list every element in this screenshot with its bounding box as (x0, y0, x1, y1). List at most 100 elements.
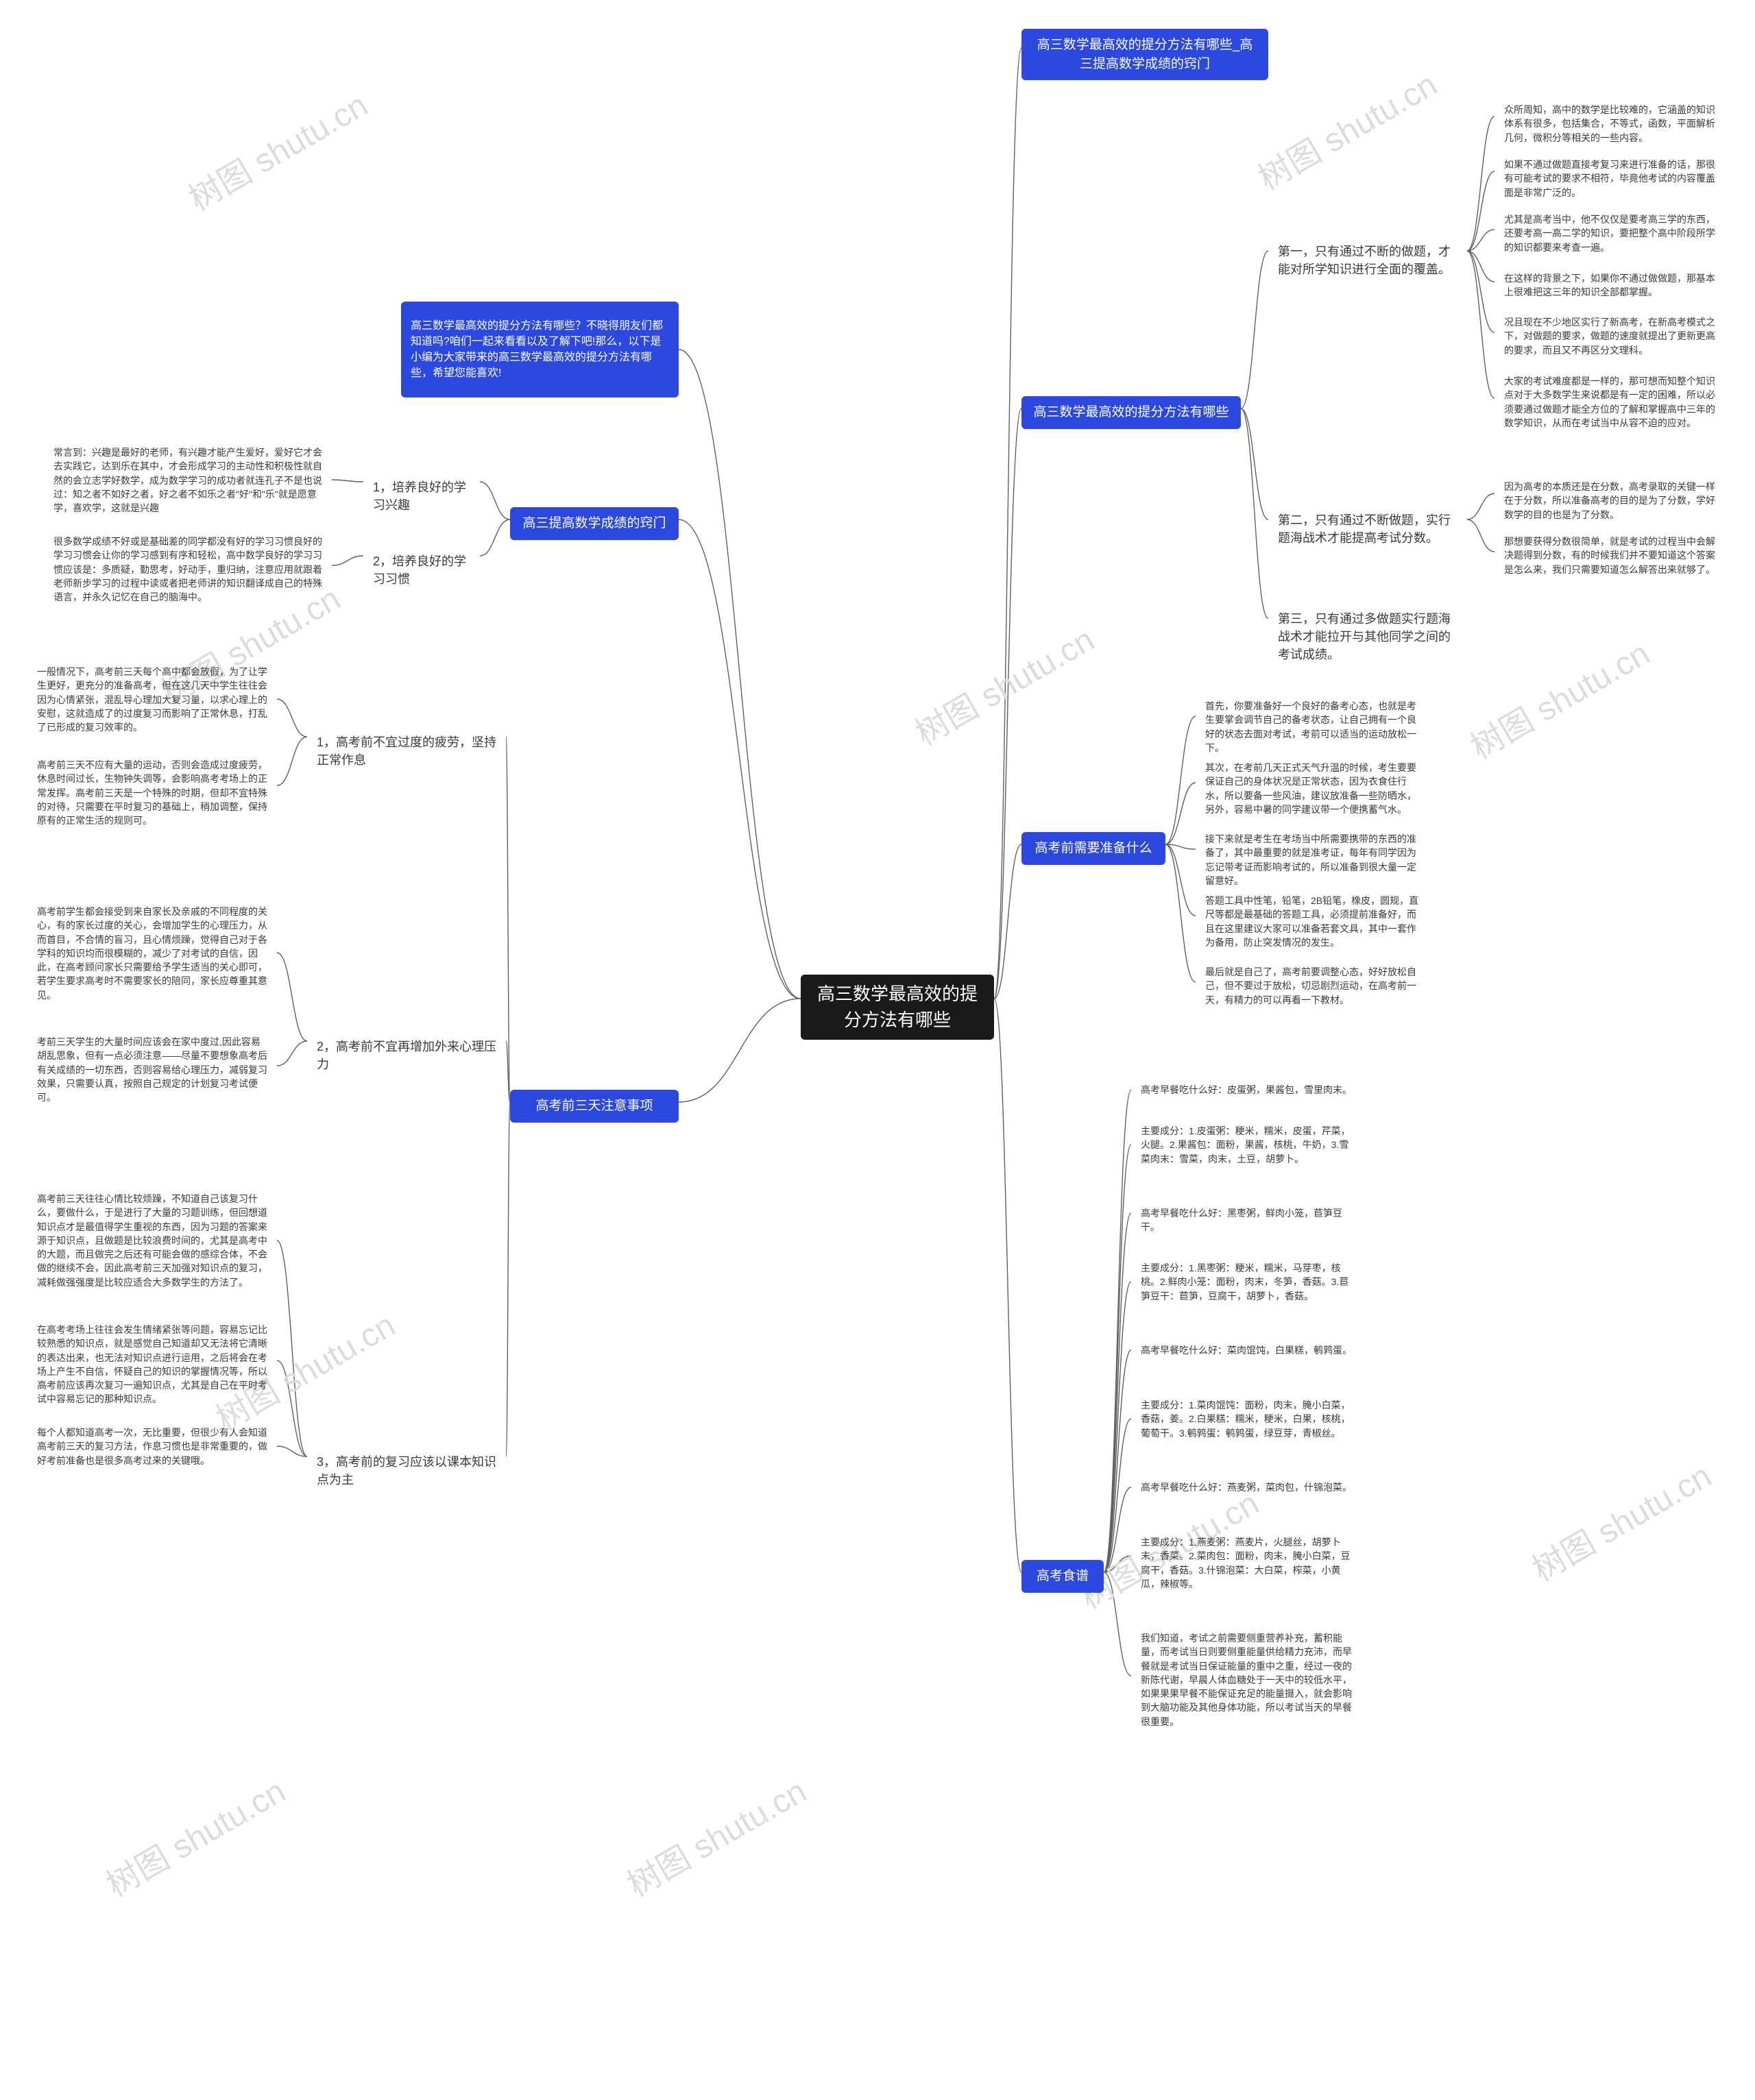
leaf-b2c2l1: 高考前学生都会接受到来自家长及亲戚的不同程度的关心，有的家长过度的关心，会增加学… (27, 898, 277, 1009)
child-b6c4-text: 主要成分：1.黑枣粥：粳米，糯米，马芽枣，核桃。2.鲜肉小笼：面粉，肉末，冬笋，… (1141, 1261, 1355, 1303)
leaf-b2c3l2: 在高考考场上往往会发生情绪紧张等问题，容易忘记比较熟悉的知识点，就是感觉自己知道… (27, 1316, 277, 1413)
child-b4c3-text: 第三，只有通过多做题实行题海战术才能拉开与其他同学之间的考试成绩。 (1278, 610, 1457, 663)
child-b5c4-text: 答题工具中性笔，铅笔，2B铅笔，橡皮，圆规，直尺等都是最基础的答题工具，必须提前… (1205, 894, 1419, 949)
leaf-b4c2l2-text: 那想要获得分数很简单，就是考试的过程当中会解决题得到分数，有的时候我们并不要知道… (1504, 535, 1718, 576)
branch-b1: 高三提高数学成绩的窍门 (510, 507, 679, 540)
leaf-b2c2l1-text: 高考前学生都会接受到来自家长及亲戚的不同程度的关心，有的家长过度的关心，会增加学… (37, 905, 267, 1002)
branch-b4-text: 高三数学最高效的提分方法有哪些 (1031, 403, 1231, 422)
watermark: 树图 shutu.cn (96, 1765, 293, 1906)
child-b2c1-text: 1，高考前不宜过度的疲劳，坚持正常作息 (317, 733, 496, 769)
child-b6c9: 我们知道，考试之前需要侧重营养补充，蓄积能量，而考试当日则要侧重能量供给精力充沛… (1131, 1624, 1364, 1735)
branch-b2: 高考前三天注意事项 (510, 1090, 679, 1123)
leaf-b2c2l2-text: 考前三天学生的大量时间应该会在家中度过,因此容易胡乱思象，但有一点必须注意——尽… (37, 1035, 267, 1104)
child-b5c5: 最后就是自己了，高考前要调整心态，好好放松自己，但不要过于放松，切忌剧烈运动，在… (1196, 958, 1429, 1014)
leaf-b4c1l3-text: 尤其是高考当中，他不仅仅是要考高三学的东西，还要考高一高二学的知识，要把整个高中… (1504, 212, 1718, 254)
root-node: 高三数学最高效的提分方法有哪些 (801, 975, 994, 1040)
leaf-b4c1l3: 尤其是高考当中，他不仅仅是要考高三学的东西，还要考高一高二学的知识，要把整个高中… (1494, 206, 1728, 261)
child-b6c6: 主要成分：1.菜肉馄饨：面粉，肉末，腌小白菜，香菇，姜。2.白果糕：糯米，粳米，… (1131, 1391, 1364, 1447)
leaf-b4c2l1: 因为高考的本质还是在分数，高考录取的关键一样在于分数，所以准备高考的目的是为了分… (1494, 473, 1728, 528)
leaf-b2c2l2: 考前三天学生的大量时间应该会在家中度过,因此容易胡乱思象，但有一点必须注意——尽… (27, 1028, 277, 1111)
child-b2c2: 2，高考前不宜再增加外来心理压力 (307, 1031, 506, 1080)
child-b5c4: 答题工具中性笔，铅笔，2B铅笔，橡皮，圆规，直尺等都是最基础的答题工具，必须提前… (1196, 887, 1429, 956)
child-b6c5-text: 高考早餐吃什么好：菜肉馄饨，白果糕，鹌鹑蛋。 (1141, 1343, 1355, 1357)
leaf-b2c3l1: 高考前三天往往心情比较烦躁，不知道自己该复习什么，要做什么，于是进行了大量的习题… (27, 1179, 277, 1302)
child-b6c3-text: 高考早餐吃什么好：黑枣粥，鲜肉小笼，苣笋豆干。 (1141, 1206, 1355, 1234)
child-b6c7: 高考早餐吃什么好：燕麦粥，菜肉包，什锦泡菜。 (1131, 1474, 1364, 1501)
leaf-b2c1l1: 一般情况下，高考前三天每个高中都会放假，为了让学生更好，更充分的准备高考，但在这… (27, 658, 277, 741)
leaf-b1c2l1: 很多数学成绩不好或是基础差的同学都没有好的学习习惯良好的学习习惯会让你的学习感到… (44, 528, 332, 611)
child-b5c1-text: 首先，你要准备好一个良好的备考心态，也就是考生要掌会调节自己的备考状态，让自己拥… (1205, 699, 1419, 755)
child-b6c5: 高考早餐吃什么好：菜肉馄饨，白果糕，鹌鹑蛋。 (1131, 1336, 1364, 1364)
leaf-b2c3l3-text: 每个人都知道高考一次，无比重要，但很少有人会知道高考前三天的复习方法，作息习惯也… (37, 1426, 267, 1467)
leaf-b4c1l5-text: 况且现在不少地区实行了新高考，在新高考模式之下，对做题的要求，做题的速度就提出了… (1504, 315, 1718, 357)
leaf-b2c3l1-text: 高考前三天往往心情比较烦躁，不知道自己该复习什么，要做什么，于是进行了大量的习题… (37, 1192, 267, 1289)
child-b6c8-text: 主要成分：1.燕麦粥：燕麦片，火腿丝，胡萝卜末，香菜。2.菜肉包：面粉，肉末，腌… (1141, 1535, 1355, 1591)
child-b6c2: 主要成分：1.皮蛋粥：粳米，糯米，皮蛋，芹菜，火腿。2.果酱包：面粉，果酱，核桃… (1131, 1117, 1364, 1173)
child-b6c2-text: 主要成分：1.皮蛋粥：粳米，糯米，皮蛋，芹菜，火腿。2.果酱包：面粉，果酱，核桃… (1141, 1124, 1355, 1166)
child-b5c5-text: 最后就是自己了，高考前要调整心态，好好放松自己，但不要过于放松，切忌剧烈运动，在… (1205, 965, 1419, 1007)
child-b2c2-text: 2，高考前不宜再增加外来心理压力 (317, 1038, 496, 1073)
child-b5c2: 其次，在考前几天正式天气升温的时候，考生要要保证自己的身体状况是正常状态，因为衣… (1196, 754, 1429, 823)
leaf-b4c2l1-text: 因为高考的本质还是在分数，高考录取的关键一样在于分数，所以准备高考的目的是为了分… (1504, 480, 1718, 522)
child-b4c3: 第三，只有通过多做题实行题海战术才能拉开与其他同学之间的考试成绩。 (1268, 603, 1467, 670)
leaf-b4c1l6: 大家的考试难度都是一样的，那可想而知整个知识点对于大多数学生来说都是有一定的困难… (1494, 367, 1728, 437)
child-b2c3-text: 3，高考前的复习应该以课本知识点为主 (317, 1453, 496, 1489)
child-b2c1: 1，高考前不宜过度的疲劳，坚持正常作息 (307, 727, 506, 776)
child-b5c3-text: 接下来就是考生在考场当中所需要携带的东西的准备了，其中最重要的就是准考证，每年有… (1205, 832, 1419, 888)
leaf-b4c1l6-text: 大家的考试难度都是一样的，那可想而知整个知识点对于大多数学生来说都是有一定的困难… (1504, 374, 1718, 430)
branch-b2-text: 高考前三天注意事项 (520, 1097, 669, 1116)
child-b6c1-text: 高考早餐吃什么好：皮蛋粥，果酱包，雪里肉末。 (1141, 1083, 1355, 1097)
branch-b6: 高考食谱 (1021, 1560, 1104, 1593)
child-b2c3: 3，高考前的复习应该以课本知识点为主 (307, 1446, 506, 1495)
branch-b3-text: 高三数学最高效的提分方法有哪些_高三提高数学成绩的窍门 (1031, 36, 1259, 73)
child-b4c1: 第一，只有通过不断的做题，才能对所学知识进行全面的覆盖。 (1268, 236, 1467, 285)
child-b5c2-text: 其次，在考前几天正式天气升温的时候，考生要要保证自己的身体状况是正常状态，因为衣… (1205, 761, 1419, 816)
child-b6c4: 主要成分：1.黑枣粥：粳米，糯米，马芽枣，核桃。2.鲜肉小笼：面粉，肉末，冬笋，… (1131, 1254, 1364, 1310)
leaf-b2c3l3: 每个人都知道高考一次，无比重要，但很少有人会知道高考前三天的复习方法，作息习惯也… (27, 1419, 277, 1474)
child-b1c1: 1，培养良好的学习兴趣 (363, 472, 480, 521)
leaf-b2c1l2-text: 高考前三天不应有大量的运动，否则会造成过度疲劳，休息时间过长，生物钟失调等，会影… (37, 758, 267, 827)
watermark: 树图 shutu.cn (617, 1765, 814, 1906)
watermark: 树图 shutu.cn (1460, 627, 1657, 768)
child-b4c2: 第二，只有通过不断做题，实行题海战术才能提高考试分数。 (1268, 504, 1467, 554)
branch-b3: 高三数学最高效的提分方法有哪些_高三提高数学成绩的窍门 (1021, 29, 1268, 80)
child-b1c2: 2，培养良好的学习习惯 (363, 546, 480, 595)
child-b6c6-text: 主要成分：1.菜肉馄饨：面粉，肉末，腌小白菜，香菇，姜。2.白果糕：糯米，粳米，… (1141, 1398, 1355, 1440)
leaf-b1c1l1-text: 常言到：兴趣是最好的老师，有兴趣才能产生爱好，爱好它才会去实践它，达到乐在其中，… (53, 445, 322, 515)
leaf-b4c1l1: 众所周知，高中的数学是比较难的，它涵盖的知识体系有很多，包括集合，不等式，函数，… (1494, 96, 1728, 151)
intro-box: 高三数学最高效的提分方法有哪些？不晓得朋友们都知道吗?咱们一起来看看以及了解下吧… (401, 302, 679, 398)
leaf-b4c2l2: 那想要获得分数很简单，就是考试的过程当中会解决题得到分数，有的时候我们并不要知道… (1494, 528, 1728, 583)
child-b4c1-text: 第一，只有通过不断的做题，才能对所学知识进行全面的覆盖。 (1278, 243, 1457, 278)
branch-b1-text: 高三提高数学成绩的窍门 (520, 514, 669, 533)
child-b5c1: 首先，你要准备好一个良好的备考心态，也就是考生要掌会调节自己的备考状态，让自己拥… (1196, 692, 1429, 761)
leaf-b2c1l1-text: 一般情况下，高考前三天每个高中都会放假，为了让学生更好，更充分的准备高考，但在这… (37, 665, 267, 734)
child-b6c7-text: 高考早餐吃什么好：燕麦粥，菜肉包，什锦泡菜。 (1141, 1480, 1355, 1494)
watermark: 树图 shutu.cn (178, 79, 375, 220)
branch-b5-text: 高考前需要准备什么 (1031, 839, 1156, 858)
child-b6c8: 主要成分：1.燕麦粥：燕麦片，火腿丝，胡萝卜末，香菜。2.菜肉包：面粉，肉末，腌… (1131, 1528, 1364, 1598)
leaf-b4c1l4-text: 在这样的背景之下，如果你不通过做做题，那基本上很难把这三年的知识全部都掌握。 (1504, 271, 1718, 300)
branch-b5: 高考前需要准备什么 (1021, 832, 1165, 865)
branch-b6-text: 高考食谱 (1031, 1567, 1094, 1586)
child-b1c2-text: 2，培养良好的学习习惯 (373, 552, 470, 588)
watermark: 树图 shutu.cn (1248, 58, 1444, 199)
child-b6c3: 高考早餐吃什么好：黑枣粥，鲜肉小笼，苣笋豆干。 (1131, 1199, 1364, 1241)
leaf-b2c3l2-text: 在高考考场上往往会发生情绪紧张等问题，容易忘记比较熟悉的知识点，就是感觉自己知道… (37, 1323, 267, 1406)
leaf-b4c1l2: 如果不通过做题直接考复习来进行准备的话，那很有可能考试的要求不相符，毕竟他考试的… (1494, 151, 1728, 206)
root-node-text: 高三数学最高效的提分方法有哪些 (810, 981, 984, 1033)
leaf-b2c1l2: 高考前三天不应有大量的运动，否则会造成过度疲劳，休息时间过长，生物钟失调等，会影… (27, 751, 277, 834)
child-b6c9-text: 我们知道，考试之前需要侧重营养补充，蓄积能量，而考试当日则要侧重能量供给精力充沛… (1141, 1631, 1355, 1729)
leaf-b4c1l2-text: 如果不通过做题直接考复习来进行准备的话，那很有可能考试的要求不相符，毕竟他考试的… (1504, 158, 1718, 199)
leaf-b1c2l1-text: 很多数学成绩不好或是基础差的同学都没有好的学习习惯良好的学习习惯会让你的学习感到… (53, 535, 322, 604)
child-b6c1: 高考早餐吃什么好：皮蛋粥，果酱包，雪里肉末。 (1131, 1076, 1364, 1103)
leaf-b4c1l4: 在这样的背景之下，如果你不通过做做题，那基本上很难把这三年的知识全部都掌握。 (1494, 265, 1728, 306)
leaf-b4c1l1-text: 众所周知，高中的数学是比较难的，它涵盖的知识体系有很多，包括集合，不等式，函数，… (1504, 103, 1718, 145)
leaf-b4c1l5: 况且现在不少地区实行了新高考，在新高考模式之下，对做题的要求，做题的速度就提出了… (1494, 308, 1728, 364)
watermark: 树图 shutu.cn (905, 613, 1102, 755)
leaf-b1c1l1: 常言到：兴趣是最好的老师，有兴趣才能产生爱好，爱好它才会去实践它，达到乐在其中，… (44, 439, 332, 522)
child-b4c2-text: 第二，只有通过不断做题，实行题海战术才能提高考试分数。 (1278, 511, 1457, 547)
child-b1c1-text: 1，培养良好的学习兴趣 (373, 478, 470, 514)
child-b5c3: 接下来就是考生在考场当中所需要携带的东西的准备了，其中最重要的就是准考证，每年有… (1196, 825, 1429, 894)
watermark: 树图 shutu.cn (1522, 1450, 1719, 1591)
branch-b4: 高三数学最高效的提分方法有哪些 (1021, 396, 1241, 429)
